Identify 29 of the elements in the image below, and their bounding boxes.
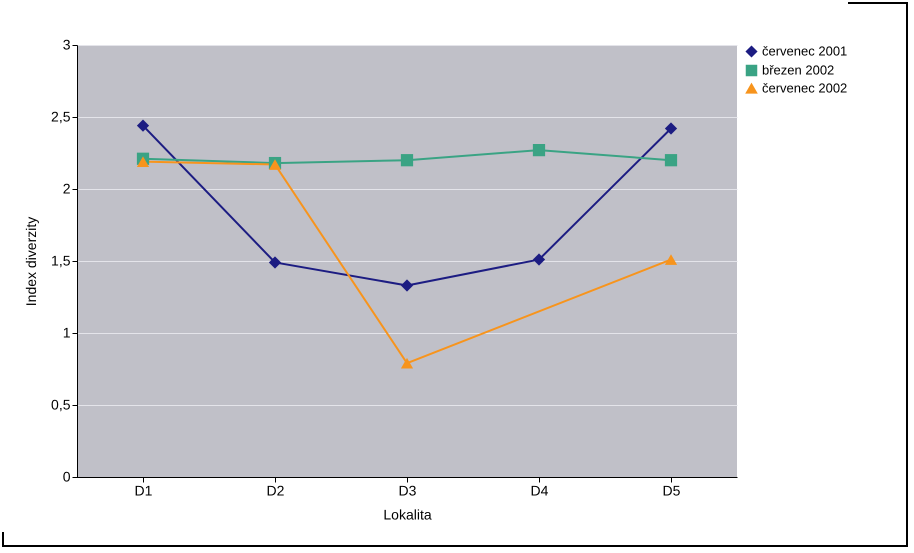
point [136,120,150,132]
point [268,159,282,170]
legend-label: červenec 2001 [762,44,848,58]
x-tick-label: D4 [530,482,549,498]
y-axis-title: Index diverzity [23,216,40,306]
y-tick-label: 0,5 [51,396,71,412]
y-tick-label: 2,5 [51,108,71,124]
x-axis-title: Lokalita [383,506,432,522]
point [664,122,678,135]
y-tick-label: 0 [62,468,71,484]
y-tick-label: 1 [62,324,71,340]
point [136,156,150,167]
y-tick-label: 2 [62,180,71,196]
x-tick-label: D3 [398,482,417,498]
point [532,253,546,266]
x-tick-label: D2 [266,482,285,498]
legend-label: březen 2002 [762,62,834,78]
point [532,144,546,156]
point [400,279,414,292]
point [268,256,282,269]
x-tick-label: D1 [134,482,153,498]
legend-label: červenec 2002 [762,80,848,96]
x-tick-label: D5 [662,482,681,498]
y-tick-label: 1,5 [51,252,71,268]
point [664,154,678,166]
point [664,254,678,265]
y-tick-label: 3 [62,36,71,52]
point [400,154,414,166]
point [400,358,414,369]
